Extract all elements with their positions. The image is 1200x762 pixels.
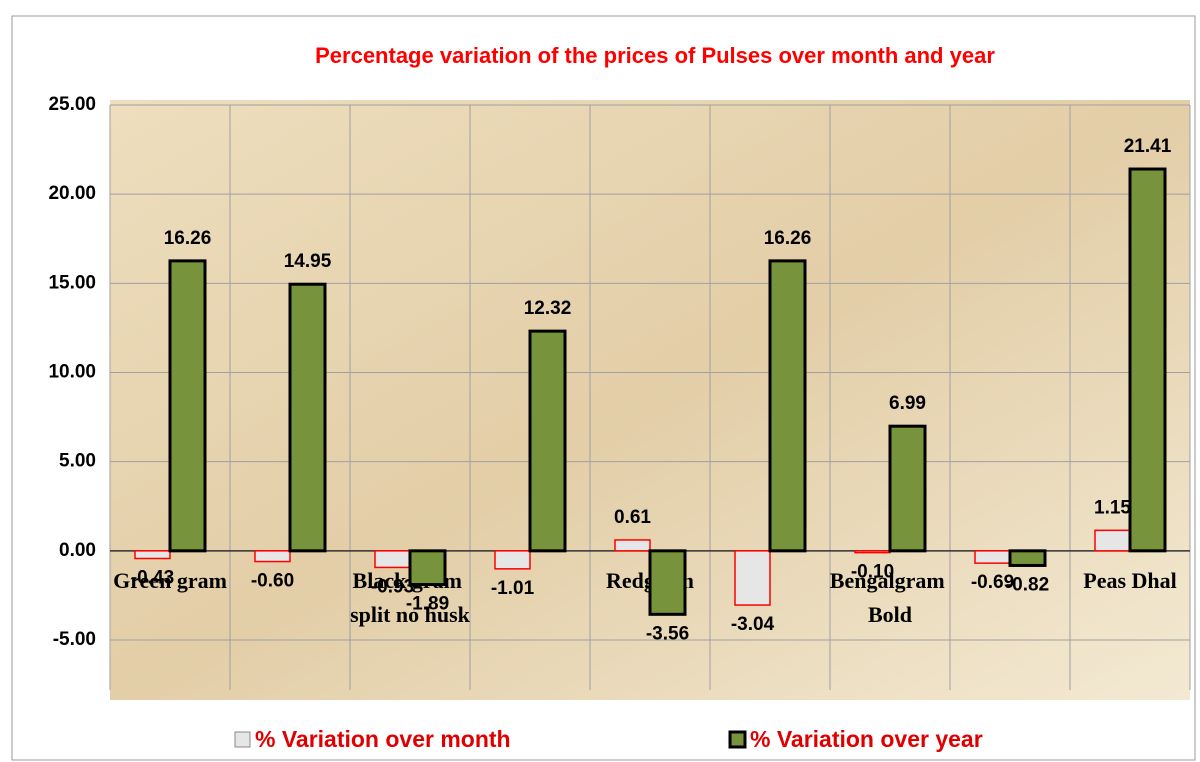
y-tick-label: 5.00 xyxy=(59,451,96,472)
bar xyxy=(170,261,205,551)
y-tick-label: 0.00 xyxy=(59,540,96,561)
value-label: -1.01 xyxy=(491,578,535,599)
y-tick-label: 20.00 xyxy=(48,183,96,204)
value-label: 1.15 xyxy=(1094,497,1131,518)
bar xyxy=(290,284,325,551)
value-label: -1.89 xyxy=(406,594,449,615)
value-label: -3.04 xyxy=(731,614,775,635)
bar xyxy=(615,540,650,551)
bar xyxy=(375,551,410,568)
value-label: 16.26 xyxy=(764,228,812,249)
y-tick-label: 10.00 xyxy=(48,362,96,383)
bar xyxy=(975,551,1010,563)
x-tick-label: Peas Dhal xyxy=(1083,568,1177,593)
bar xyxy=(735,551,770,605)
bar xyxy=(410,551,445,585)
y-tick-label: 15.00 xyxy=(48,272,96,293)
value-label: 16.26 xyxy=(164,228,212,249)
value-label: -0.10 xyxy=(851,562,894,583)
value-label: -0.43 xyxy=(131,568,174,589)
value-label: 12.32 xyxy=(524,298,572,319)
legend-label: % Variation over year xyxy=(750,726,983,752)
bar xyxy=(255,551,290,562)
value-label: 21.41 xyxy=(1124,136,1172,157)
chart-title: Percentage variation of the prices of Pu… xyxy=(315,43,995,68)
legend-label: % Variation over month xyxy=(255,726,511,752)
value-label: 14.95 xyxy=(284,251,332,272)
bar xyxy=(650,551,685,614)
bar xyxy=(135,551,170,559)
value-label: -0.82 xyxy=(1006,574,1049,595)
bar xyxy=(1010,551,1045,566)
bar xyxy=(855,551,890,553)
bar xyxy=(1130,169,1165,551)
value-label: 6.99 xyxy=(889,393,926,414)
value-label: -3.56 xyxy=(646,623,689,644)
y-tick-label: 25.00 xyxy=(48,94,96,115)
value-label: -0.60 xyxy=(251,571,294,592)
y-tick-label: -5.00 xyxy=(53,629,96,650)
legend-marker xyxy=(235,732,250,747)
legend-marker xyxy=(730,732,745,747)
value-label: 0.61 xyxy=(614,507,651,528)
bar xyxy=(890,426,925,551)
bar xyxy=(1095,530,1130,551)
chart: Percentage variation of the prices of Pu… xyxy=(0,0,1200,762)
bar xyxy=(770,261,805,551)
bar xyxy=(495,551,530,569)
bar xyxy=(530,331,565,551)
